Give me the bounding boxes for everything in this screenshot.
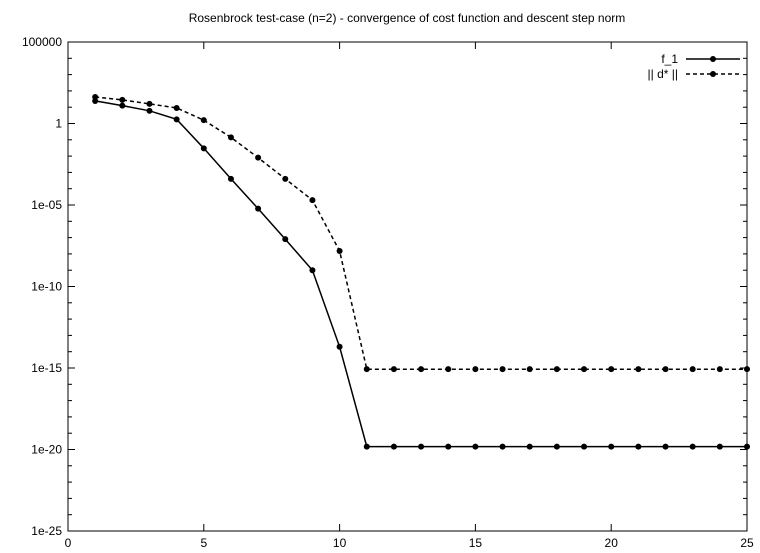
data-point <box>146 107 153 114</box>
data-point <box>744 443 750 450</box>
data-point <box>499 443 506 450</box>
data-point <box>499 366 506 373</box>
y-tick-label: 1 <box>55 117 62 131</box>
data-point <box>119 96 126 103</box>
data-point <box>173 116 180 123</box>
data-point <box>200 145 207 152</box>
data-point <box>282 175 289 182</box>
data-point <box>390 366 397 373</box>
data-point <box>716 366 723 373</box>
data-point <box>336 248 343 255</box>
y-tick-label: 1e-10 <box>31 280 62 294</box>
data-point <box>309 267 316 274</box>
data-point <box>662 443 669 450</box>
data-point <box>173 104 180 111</box>
data-point <box>635 366 642 373</box>
legend-marker <box>710 71 716 77</box>
data-point <box>689 443 696 450</box>
legend-marker <box>710 56 716 62</box>
plot-frame <box>67 41 748 532</box>
data-point <box>227 134 234 141</box>
y-tick-label: 1e-05 <box>31 198 62 212</box>
data-point <box>255 154 262 161</box>
axes: 1e-25 1e-20 1e-15 1e-10 1e-05 1 100000 0 5 10 15 20… <box>22 35 754 550</box>
data-point <box>200 117 207 124</box>
x-tick-label: 25 <box>740 536 754 550</box>
data-point <box>92 94 99 101</box>
data-point <box>390 443 397 450</box>
y-tick-label: 1e-20 <box>31 443 62 457</box>
x-tick-label: 0 <box>65 536 72 550</box>
data-point <box>445 443 452 450</box>
y-tick-label: 1e-15 <box>31 361 62 375</box>
x-tick-label: 5 <box>200 536 207 550</box>
series-layer <box>92 94 750 450</box>
data-point <box>227 175 234 182</box>
data-point <box>309 197 316 204</box>
series-0 <box>92 97 750 450</box>
chart-title: Rosenbrock test-case (n=2) - convergence… <box>189 11 626 25</box>
x-tick-label: 10 <box>333 536 347 550</box>
data-point <box>472 366 479 373</box>
legend-label: f_1 <box>661 52 678 66</box>
series-line <box>95 100 747 448</box>
series-1 <box>92 94 750 373</box>
data-point <box>581 366 588 373</box>
data-point <box>635 443 642 450</box>
data-point <box>418 366 425 373</box>
x-tick-label: 15 <box>469 536 483 550</box>
y-tick-label: 1e-25 <box>31 524 62 538</box>
data-point <box>581 443 588 450</box>
legend-label: || d* || <box>648 67 678 81</box>
data-point <box>146 100 153 107</box>
data-point <box>255 205 262 212</box>
y-tick-label: 100000 <box>22 35 62 49</box>
data-point <box>472 443 479 450</box>
data-point <box>553 443 560 450</box>
data-point <box>119 102 126 109</box>
x-tick-label: 20 <box>605 536 619 550</box>
data-point <box>744 366 750 373</box>
data-point <box>363 443 370 450</box>
data-point <box>282 236 289 243</box>
legend: f_1|| d* || <box>648 52 740 81</box>
data-point <box>662 366 669 373</box>
data-point <box>716 443 723 450</box>
data-point <box>526 443 533 450</box>
data-point <box>608 443 615 450</box>
data-point <box>608 366 615 373</box>
data-point <box>445 366 452 373</box>
data-point <box>418 443 425 450</box>
data-point <box>336 343 343 350</box>
data-point <box>526 366 533 373</box>
data-point <box>363 366 370 373</box>
data-point <box>689 366 696 373</box>
data-point <box>553 366 560 373</box>
